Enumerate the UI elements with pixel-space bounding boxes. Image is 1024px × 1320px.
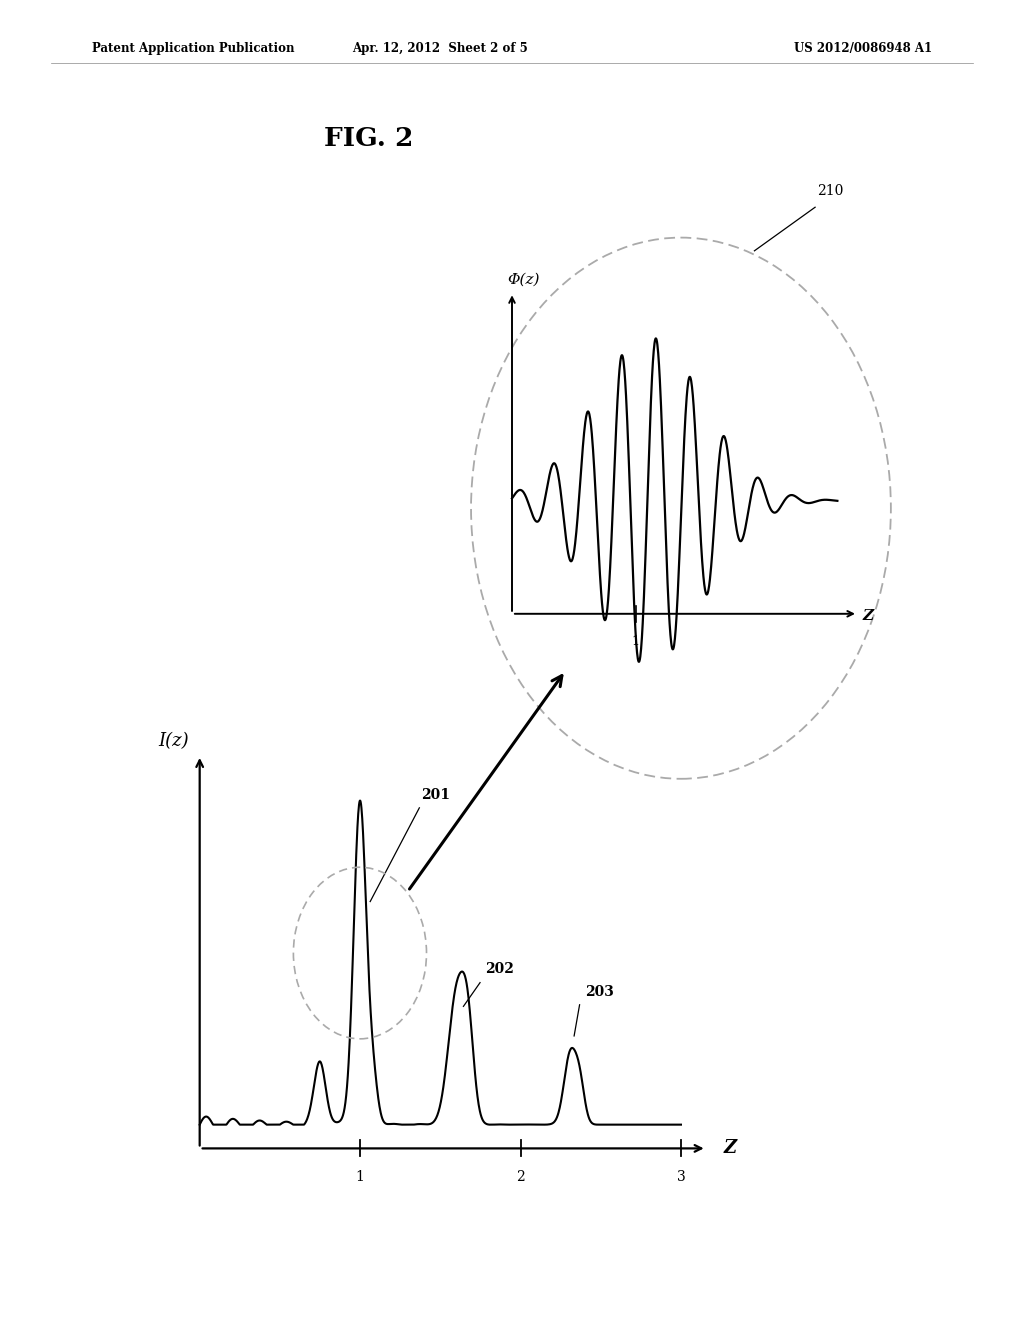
- Text: Φ(z): Φ(z): [507, 273, 540, 286]
- Text: Z: Z: [862, 610, 873, 623]
- Text: US 2012/0086948 A1: US 2012/0086948 A1: [794, 42, 932, 55]
- Text: 3: 3: [677, 1170, 685, 1184]
- Text: 210: 210: [817, 185, 844, 198]
- Text: Z: Z: [724, 1139, 736, 1158]
- Text: Patent Application Publication: Patent Application Publication: [92, 42, 295, 55]
- Text: 203: 203: [585, 985, 613, 999]
- Text: Apr. 12, 2012  Sheet 2 of 5: Apr. 12, 2012 Sheet 2 of 5: [352, 42, 528, 55]
- Text: 202: 202: [485, 962, 514, 977]
- Text: 2: 2: [516, 1170, 525, 1184]
- Text: 1: 1: [632, 635, 640, 648]
- Text: I(z): I(z): [159, 731, 189, 750]
- Text: FIG. 2: FIG. 2: [324, 127, 414, 150]
- Text: 201: 201: [422, 788, 451, 801]
- Text: 1: 1: [355, 1170, 365, 1184]
